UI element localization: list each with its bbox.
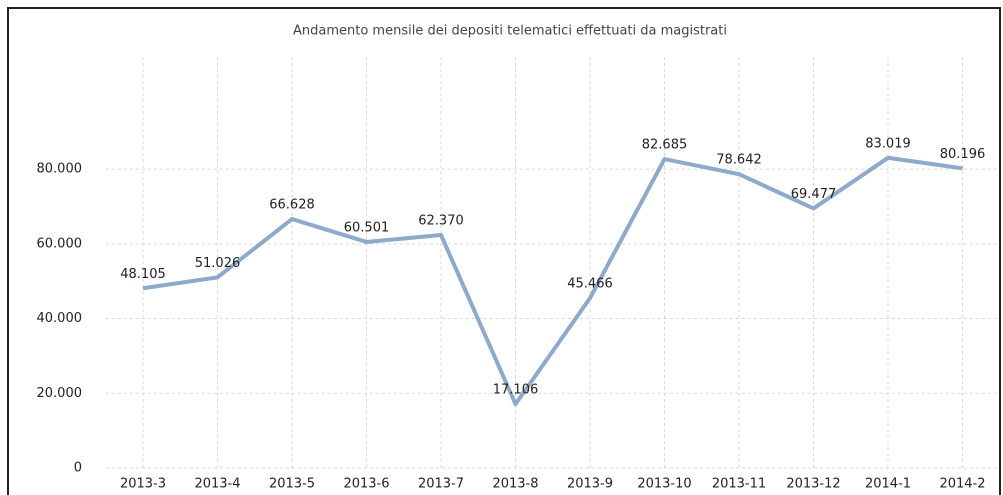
y-tick-label: 60.000 [37, 236, 83, 251]
data-label: 62.370 [418, 213, 464, 228]
x-tick-label: 2013-8 [492, 477, 538, 492]
frame [7, 7, 1001, 495]
data-label: 80.196 [940, 147, 986, 162]
y-tick-label: 80.000 [37, 162, 83, 177]
chart-title: Andamento mensile dei depositi telematic… [293, 24, 727, 39]
line [142, 155, 963, 407]
x-tick-label: 2013-4 [194, 477, 240, 492]
data-label: 83.019 [865, 136, 911, 151]
data-label: 66.628 [269, 198, 315, 213]
data-label: 48.105 [120, 267, 166, 282]
data-label: 45.466 [567, 277, 613, 292]
y-tick-label: 40.000 [37, 311, 83, 326]
y-tick-label: 0 [74, 461, 82, 476]
data-label: 69.477 [791, 187, 837, 202]
x-tick-label: 2013-6 [343, 477, 389, 492]
data-label: 60.501 [344, 220, 390, 235]
x-tick-label: 2013-10 [637, 477, 691, 492]
x-tick-label: 2013-9 [567, 477, 613, 492]
data-label: 82.685 [642, 138, 688, 153]
x-tick-label: 2013-3 [120, 477, 166, 492]
x-tick-label: 2014-2 [939, 477, 985, 492]
data-label: 17.106 [493, 383, 539, 398]
x-tick-label: 2013-12 [786, 477, 840, 492]
data-label: 51.026 [195, 256, 241, 271]
data-label: 78.642 [716, 153, 762, 168]
x-tick-label: 2013-11 [712, 477, 766, 492]
x-tick-label: 2013-7 [418, 477, 464, 492]
x-tick-label: 2013-5 [269, 477, 315, 492]
x-tick-label: 2014-1 [865, 477, 911, 492]
y-tick-label: 20.000 [37, 386, 83, 401]
